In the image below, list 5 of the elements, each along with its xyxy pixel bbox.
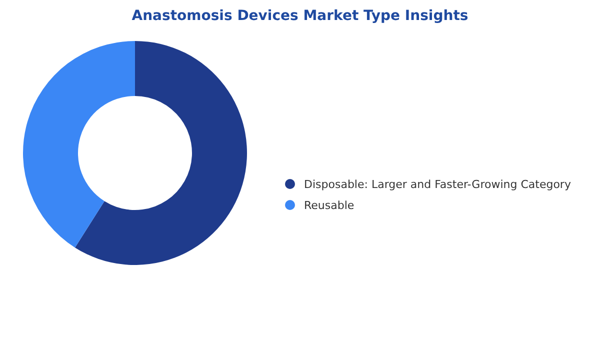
donut-slice bbox=[74, 41, 247, 265]
chart-title: Anastomosis Devices Market Type Insights bbox=[132, 8, 468, 24]
legend-label: Disposable: Larger and Faster-Growing Category bbox=[304, 178, 572, 191]
donut-slice bbox=[23, 41, 135, 248]
legend-label: Reusable bbox=[304, 198, 354, 212]
